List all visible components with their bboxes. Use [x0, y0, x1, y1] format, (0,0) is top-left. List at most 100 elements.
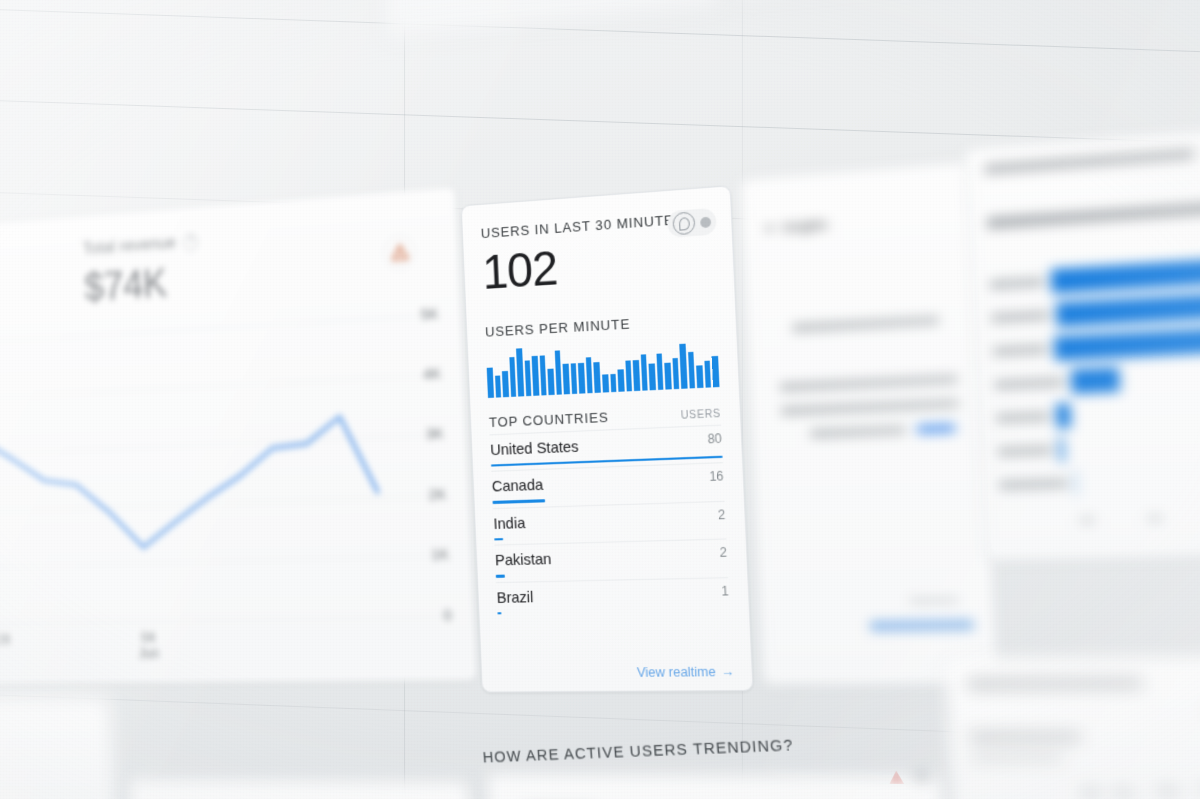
sparkline-bar — [502, 371, 509, 397]
sparkline-bar — [586, 358, 593, 394]
metric-total-revenue-label: Total revenue — [82, 233, 176, 259]
sparkline-bar — [672, 358, 679, 389]
bar-row-label — [993, 344, 1048, 356]
placeholder-text-line — [1114, 789, 1133, 798]
bar-row-label — [991, 311, 1049, 323]
metric-total-revenue-value: $74K — [83, 259, 201, 311]
sparkline-bar — [640, 355, 647, 391]
realtime-card-controls[interactable] — [667, 208, 717, 238]
bar-row-label — [999, 479, 1068, 490]
bar-row-label — [990, 277, 1045, 289]
bar-fill — [1054, 325, 1200, 362]
view-realtime-link[interactable]: View realtime → — [637, 664, 735, 680]
dashboard-plane: …engagement time ? 0 5s Total revenue ? … — [13, 0, 1200, 799]
sparkline-bar — [610, 374, 617, 392]
insights-text-line — [781, 399, 959, 416]
sparkline-bar — [594, 362, 601, 393]
sparkline-bar — [555, 350, 563, 394]
users-per-minute-sparkline — [486, 338, 720, 398]
bar-track — [1074, 458, 1200, 500]
country-bar — [496, 575, 505, 578]
sparkline-bar — [680, 344, 688, 389]
users-column-label: USERS — [681, 408, 721, 422]
bar-row-label — [994, 377, 1064, 389]
country-user-count: 2 — [719, 545, 727, 560]
sparkline-bar — [633, 360, 640, 391]
sparkline-bar — [539, 356, 546, 396]
bar-fill — [1071, 366, 1120, 394]
insights-sparkle-icon: ✦ — [764, 221, 776, 237]
insights-header-label: Insights — [782, 217, 828, 235]
insights-inline-link[interactable] — [917, 424, 956, 434]
monitor-screen: …engagement time ? 0 5s Total revenue ? … — [0, 0, 1200, 799]
country-name: Canada — [492, 471, 724, 496]
sparkline-bar — [571, 363, 578, 394]
sparkline-bar — [688, 352, 695, 388]
country-user-count: 1 — [721, 583, 729, 598]
engagement-revenue-card: …engagement time ? 0 5s Total revenue ? … — [0, 186, 477, 686]
placeholder-text-line — [1081, 789, 1100, 798]
bottom-partial-card — [0, 696, 117, 799]
sparkline-bar — [495, 376, 502, 398]
overflow-dot-icon[interactable] — [700, 216, 711, 227]
sparkline-bar — [563, 363, 570, 394]
country-row[interactable]: India 2 — [493, 501, 727, 545]
country-user-count: 16 — [709, 469, 724, 485]
realtime-pulse-icon[interactable] — [672, 211, 695, 235]
x-axis-tick — [1080, 516, 1095, 524]
top-partial-card — [379, 0, 723, 40]
y-axis-tick: 0 — [392, 607, 452, 626]
view-realtime-label: View realtime — [637, 664, 717, 680]
horizontal-bar-axis — [1080, 510, 1200, 524]
bottom-right-card — [944, 654, 1200, 799]
sparkline-bar — [656, 354, 663, 390]
sparkline-bar — [487, 367, 494, 398]
insights-header: ✦ Insights — [764, 217, 828, 237]
insights-card: ✦ Insights — [739, 161, 998, 685]
breakdown-bar-card — [964, 123, 1200, 562]
warning-badge[interactable] — [382, 233, 417, 270]
users-line-chart: 5K 4K 3K 2K 1K 0 28 04 Jun — [0, 319, 383, 627]
sparkline-bar — [704, 360, 711, 387]
bar-fill — [1056, 403, 1071, 429]
placeholder-text-line — [967, 678, 1143, 690]
metric-total-revenue: Total revenue ? $74K — [82, 231, 201, 311]
sparkline-bar — [524, 361, 531, 396]
help-icon[interactable]: ? — [183, 232, 199, 250]
sparkline-bar — [532, 356, 539, 396]
insights-text-line — [792, 316, 939, 333]
y-axis-tick: 1K — [390, 546, 450, 565]
x-axis-tick: 04 Jun — [125, 629, 172, 661]
country-user-count: 80 — [707, 431, 722, 447]
sparkline-bar — [712, 356, 719, 388]
country-row[interactable]: Brazil 1 — [496, 577, 730, 619]
warning-triangle-icon — [390, 242, 409, 263]
bar-row-label — [996, 412, 1050, 423]
x-axis-tick: 28 — [0, 631, 21, 647]
country-name: Brazil — [496, 586, 729, 607]
country-row[interactable]: Pakistan 2 — [494, 539, 728, 582]
top-countries-list: United States 80 Canada 16 India 2 Pakistan 2 Br… — [490, 424, 730, 618]
country-name: United States — [490, 433, 722, 459]
country-name: India — [493, 509, 726, 533]
line-series — [0, 319, 383, 627]
breakdown-card-title — [984, 148, 1194, 175]
placeholder-icon — [913, 769, 929, 785]
sparkline-bar — [548, 368, 555, 395]
sparkline-bar — [602, 375, 609, 393]
country-name: Pakistan — [495, 547, 728, 570]
metric-label: Total revenue ? — [82, 231, 199, 259]
bar-fill — [1074, 470, 1077, 496]
bar-fill — [1051, 255, 1200, 294]
y-axis-tick: 5K — [379, 305, 438, 326]
arrow-right-icon: → — [721, 664, 735, 679]
sparkline-bar — [625, 360, 632, 391]
sparkline-bar — [509, 357, 516, 396]
bottom-partial-card — [129, 779, 475, 799]
sparkline-bar — [516, 348, 524, 396]
bar-row-label — [998, 445, 1053, 456]
insights-footer-link[interactable] — [870, 620, 974, 631]
sparkline-bar — [617, 369, 624, 391]
placeholder-text-line — [971, 754, 1064, 762]
bottom-partial-card — [485, 773, 949, 799]
